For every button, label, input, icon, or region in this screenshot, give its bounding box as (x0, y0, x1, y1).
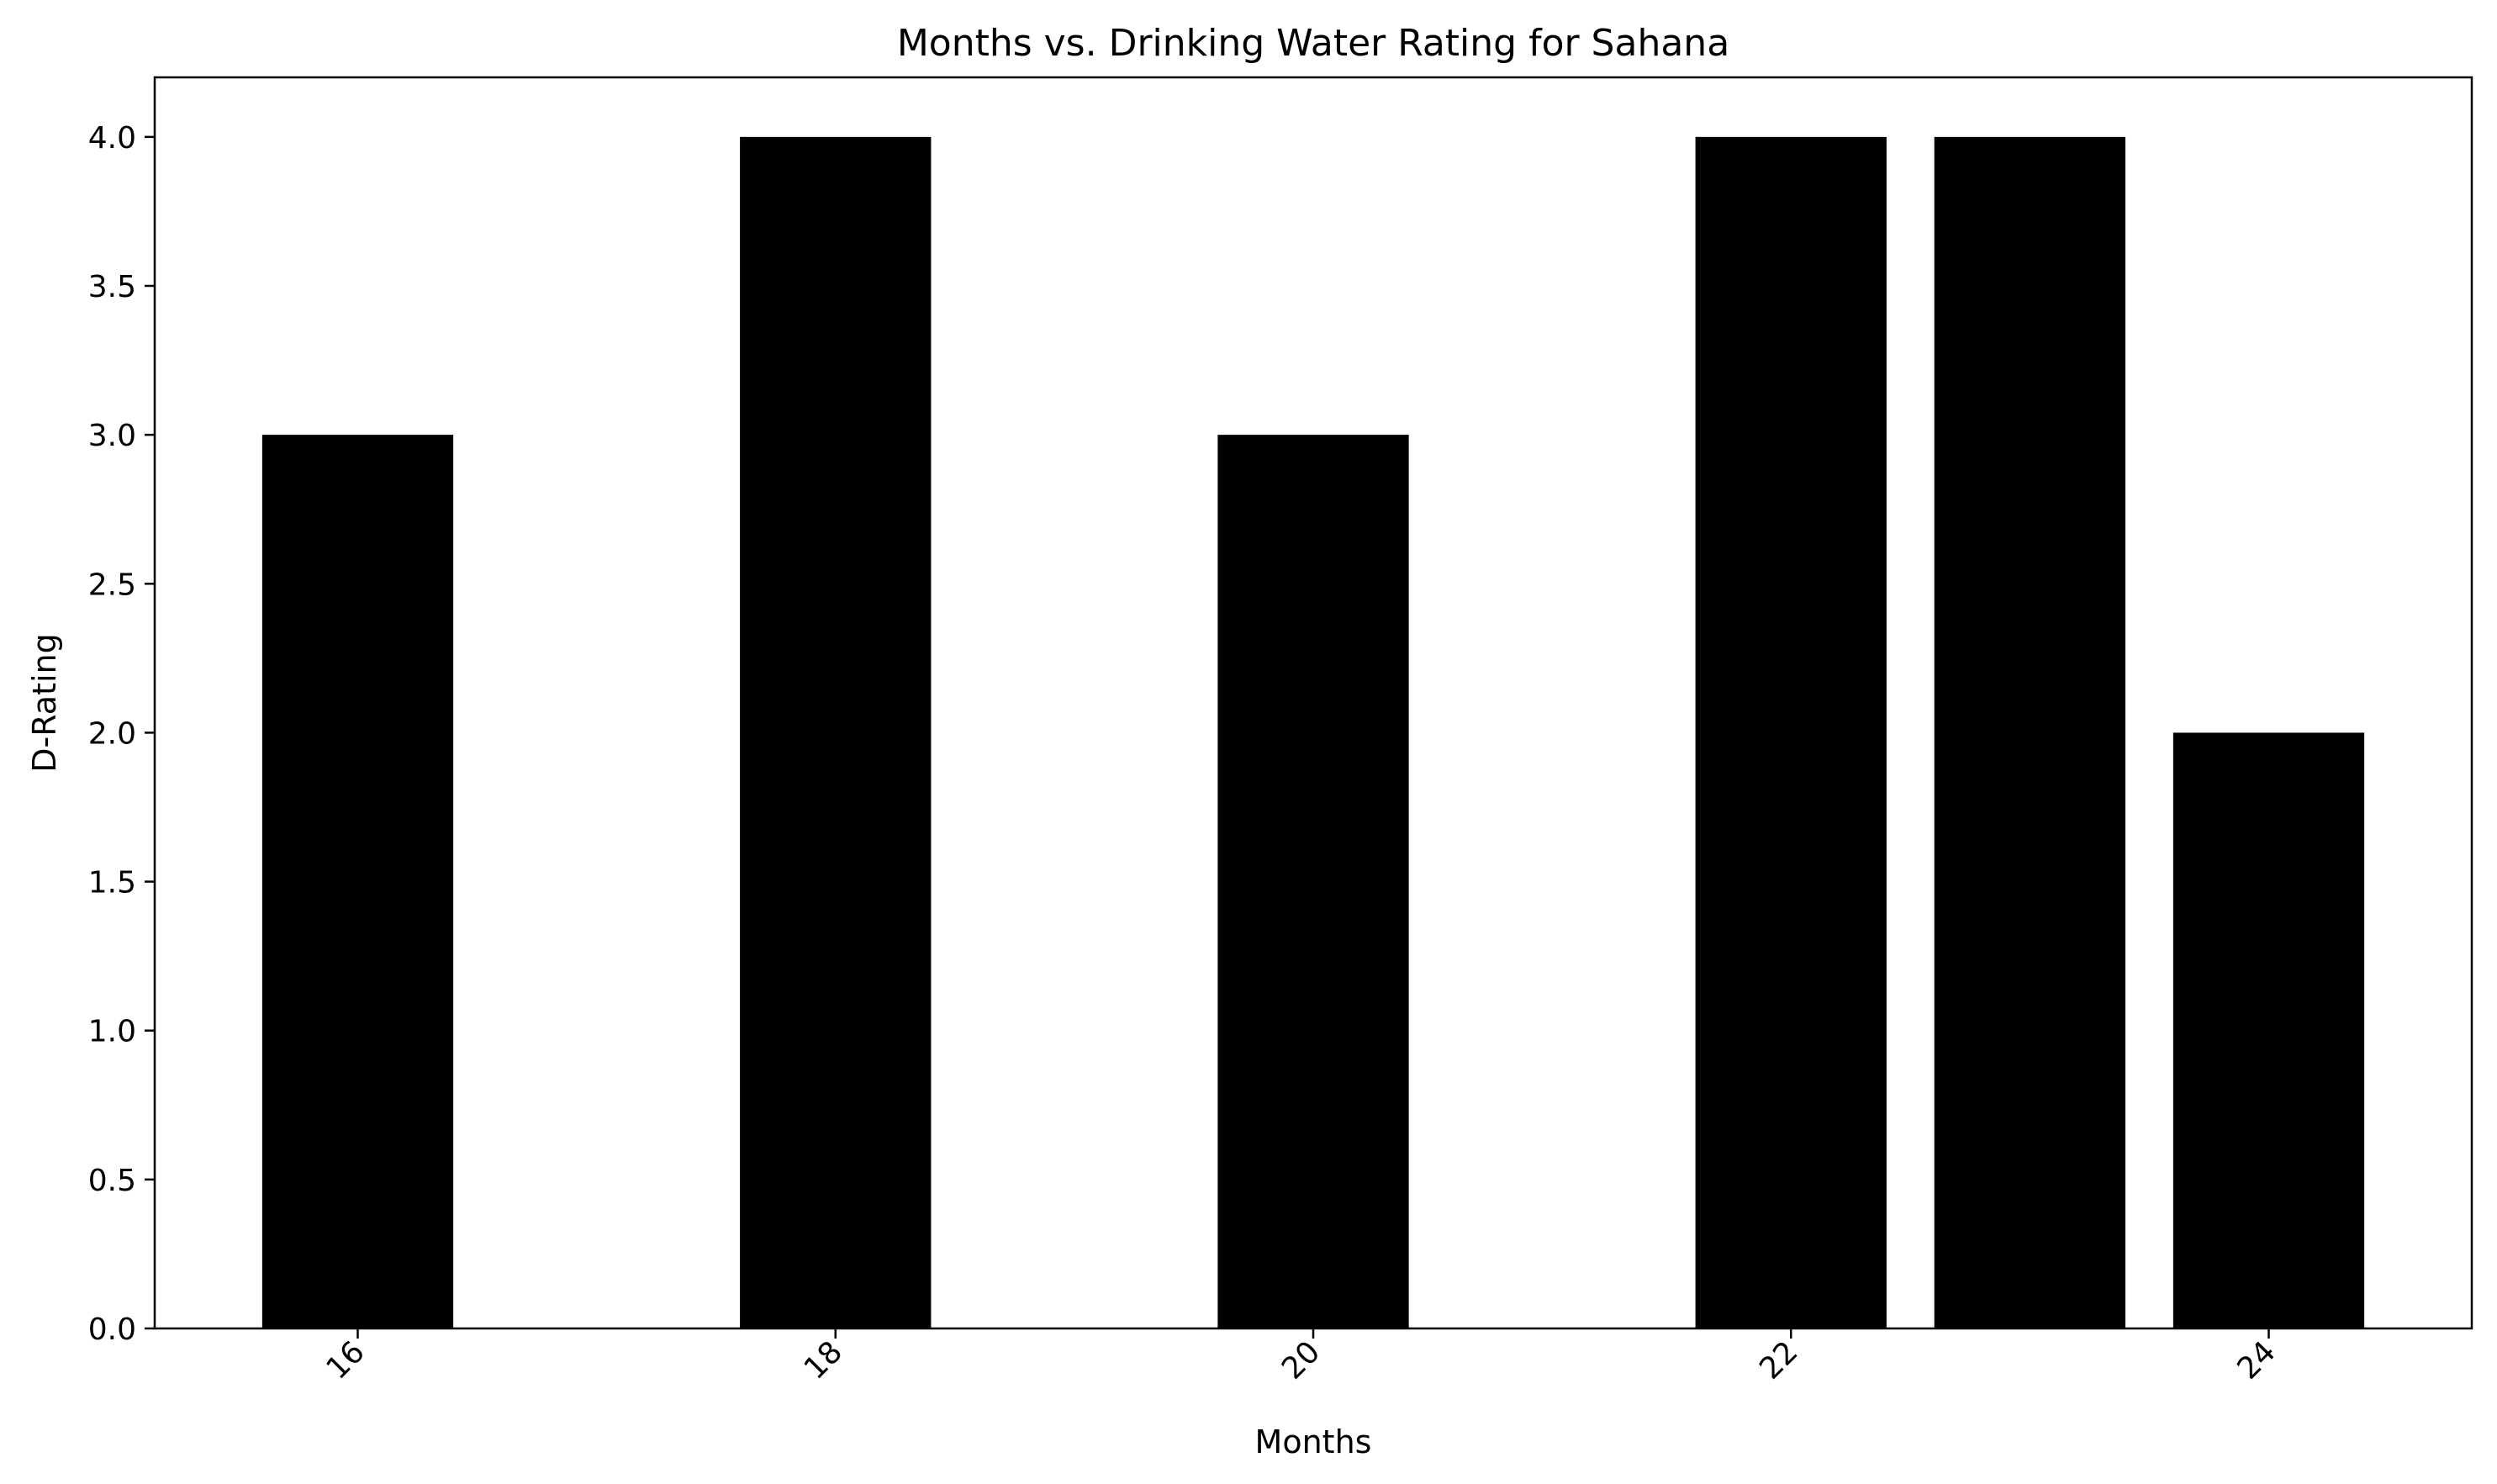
y-tick-label: 0.0 (88, 1312, 136, 1347)
y-tick-label: 0.5 (88, 1164, 136, 1198)
bar-24 (2172, 732, 2365, 1328)
chart-title: Months vs. Drinking Water Rating for Sah… (897, 22, 1729, 65)
x-tick-label: 20 (1275, 1334, 1327, 1386)
x-axis-label: Months (1255, 1423, 1372, 1460)
x-tick-label: 22 (1753, 1334, 1804, 1386)
y-axis-label: D-Rating (26, 633, 63, 773)
y-tick-label: 2.0 (88, 716, 136, 751)
bar-18 (740, 136, 932, 1328)
y-tick-label: 4.0 (88, 121, 136, 156)
x-tick-label: 24 (2230, 1334, 2282, 1386)
x-tick-label: 18 (798, 1334, 849, 1386)
plot-frame (153, 76, 2473, 1330)
y-tick-label: 3.0 (88, 419, 136, 453)
bar-22 (1695, 136, 1887, 1328)
y-tick-label: 2.5 (88, 568, 136, 602)
y-tick-label: 1.5 (88, 866, 136, 900)
bar-16 (261, 435, 454, 1329)
y-tick-label: 1.0 (88, 1015, 136, 1049)
y-tick-label: 3.5 (88, 270, 136, 304)
x-axis: 16 18 20 22 24 (319, 1328, 2283, 1386)
bar-23 (1934, 136, 2126, 1328)
bar-20 (1217, 435, 1409, 1329)
plot-area (261, 136, 2365, 1329)
x-tick-label: 16 (319, 1334, 371, 1386)
y-axis: 0.0 0.5 1.0 1.5 2.0 2.5 3.0 3.5 4.0 (88, 121, 155, 1347)
